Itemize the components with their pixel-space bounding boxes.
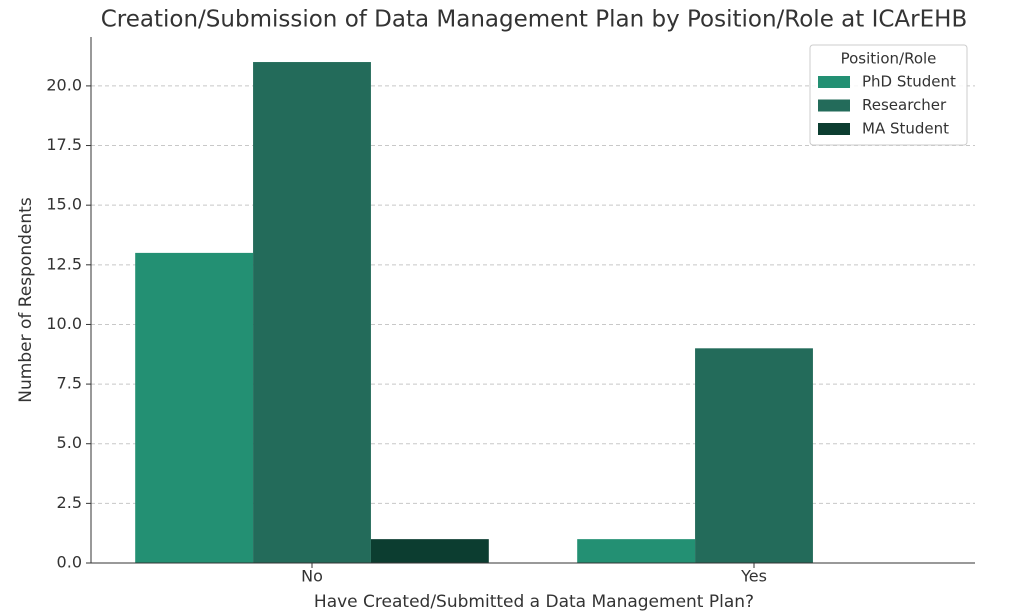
y-tick-label: 17.5 [46,135,82,154]
y-tick-label: 7.5 [57,374,82,393]
bar [577,539,696,563]
y-tick-label: 2.5 [57,493,82,512]
chart-title: Creation/Submission of Data Management P… [101,7,967,33]
legend-box [809,44,968,146]
y-tick-label: 15.0 [46,195,82,214]
y-tick-label: 0.0 [57,553,82,572]
y-tick-label: 12.5 [46,254,82,273]
legend-title: Position/Role [841,50,937,68]
y-tick-label: 20.0 [46,75,82,94]
legend-swatch [818,123,850,135]
legend-swatch [818,76,850,88]
legend-label: PhD Student [862,73,956,91]
x-axis-label: Have Created/Submitted a Data Management… [314,592,754,612]
bar [695,348,813,563]
x-tick-label: No [301,567,323,586]
bar [135,252,254,563]
y-tick-label: 10.0 [46,314,82,333]
y-axis-label: Number of Respondents [16,197,36,403]
bar [370,539,489,563]
legend-swatch [818,99,850,112]
bar [253,62,371,564]
legend-label: MA Student [862,120,949,138]
y-tick-label: 5.0 [57,433,82,452]
x-tick-label: Yes [740,567,767,586]
legend-label: Researcher [862,96,947,114]
